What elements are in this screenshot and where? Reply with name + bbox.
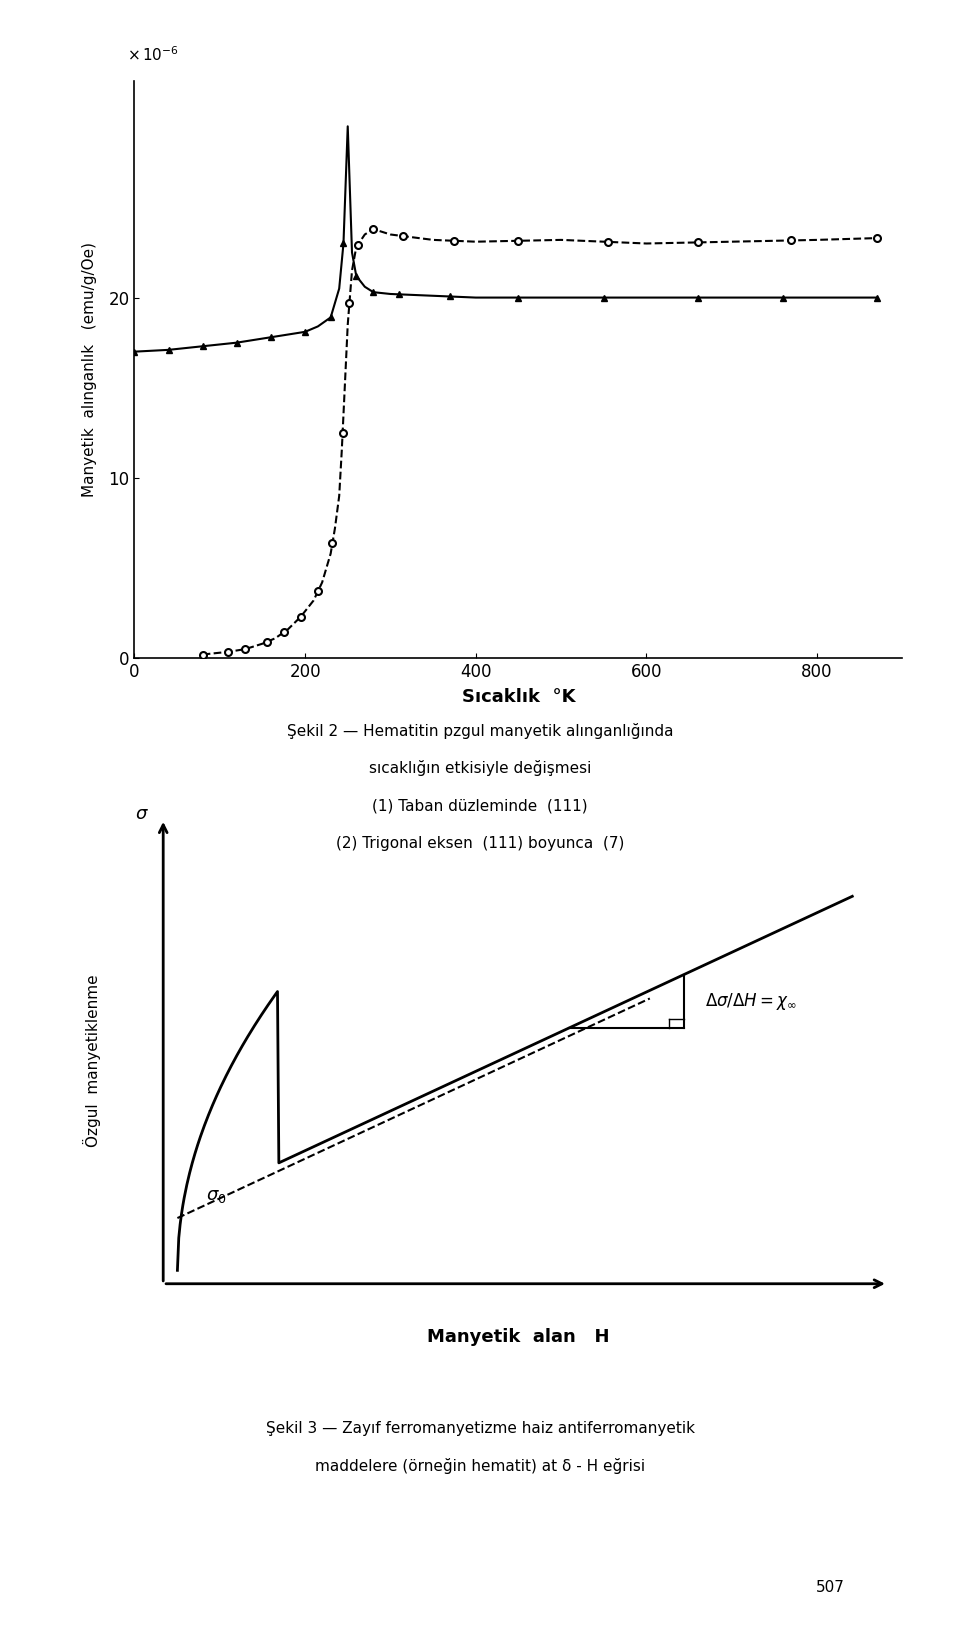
Text: maddelere (örneğin hematit) at δ - H eğrisi: maddelere (örneğin hematit) at δ - H eğr… xyxy=(315,1458,645,1474)
Text: sıcaklığın etkisiyle değişmesi: sıcaklığın etkisiyle değişmesi xyxy=(369,760,591,777)
Text: Şekil 3 — Zayıf ferromanyetizme haiz antiferromanyetik: Şekil 3 — Zayıf ferromanyetizme haiz ant… xyxy=(266,1422,694,1436)
Text: $\sigma_0$: $\sigma_0$ xyxy=(205,1186,227,1204)
Text: Özgul  manyetiklenme: Özgul manyetiklenme xyxy=(84,973,101,1147)
Text: $\times\,10^{-6}$: $\times\,10^{-6}$ xyxy=(127,46,179,63)
Text: $\Delta\sigma/\Delta H = \chi_\infty$: $\Delta\sigma/\Delta H = \chi_\infty$ xyxy=(705,991,797,1012)
Text: 507: 507 xyxy=(816,1581,845,1596)
Text: $\sigma$: $\sigma$ xyxy=(135,806,149,824)
Text: (1) Taban düzleminde  (111): (1) Taban düzleminde (111) xyxy=(372,800,588,814)
X-axis label: Sıcaklık  °K: Sıcaklık °K xyxy=(462,687,575,705)
Text: (2) Trigonal eksen  (111) boyunca  (7): (2) Trigonal eksen (111) boyunca (7) xyxy=(336,837,624,852)
Y-axis label: Manyetik  alınganlık   (emu/g/Oe): Manyetik alınganlık (emu/g/Oe) xyxy=(83,242,97,497)
Text: Şekil 2 — Hematitin pzgul manyetik alınganlığında: Şekil 2 — Hematitin pzgul manyetik alıng… xyxy=(287,723,673,739)
Text: Manyetik  alan   H: Manyetik alan H xyxy=(427,1329,610,1347)
